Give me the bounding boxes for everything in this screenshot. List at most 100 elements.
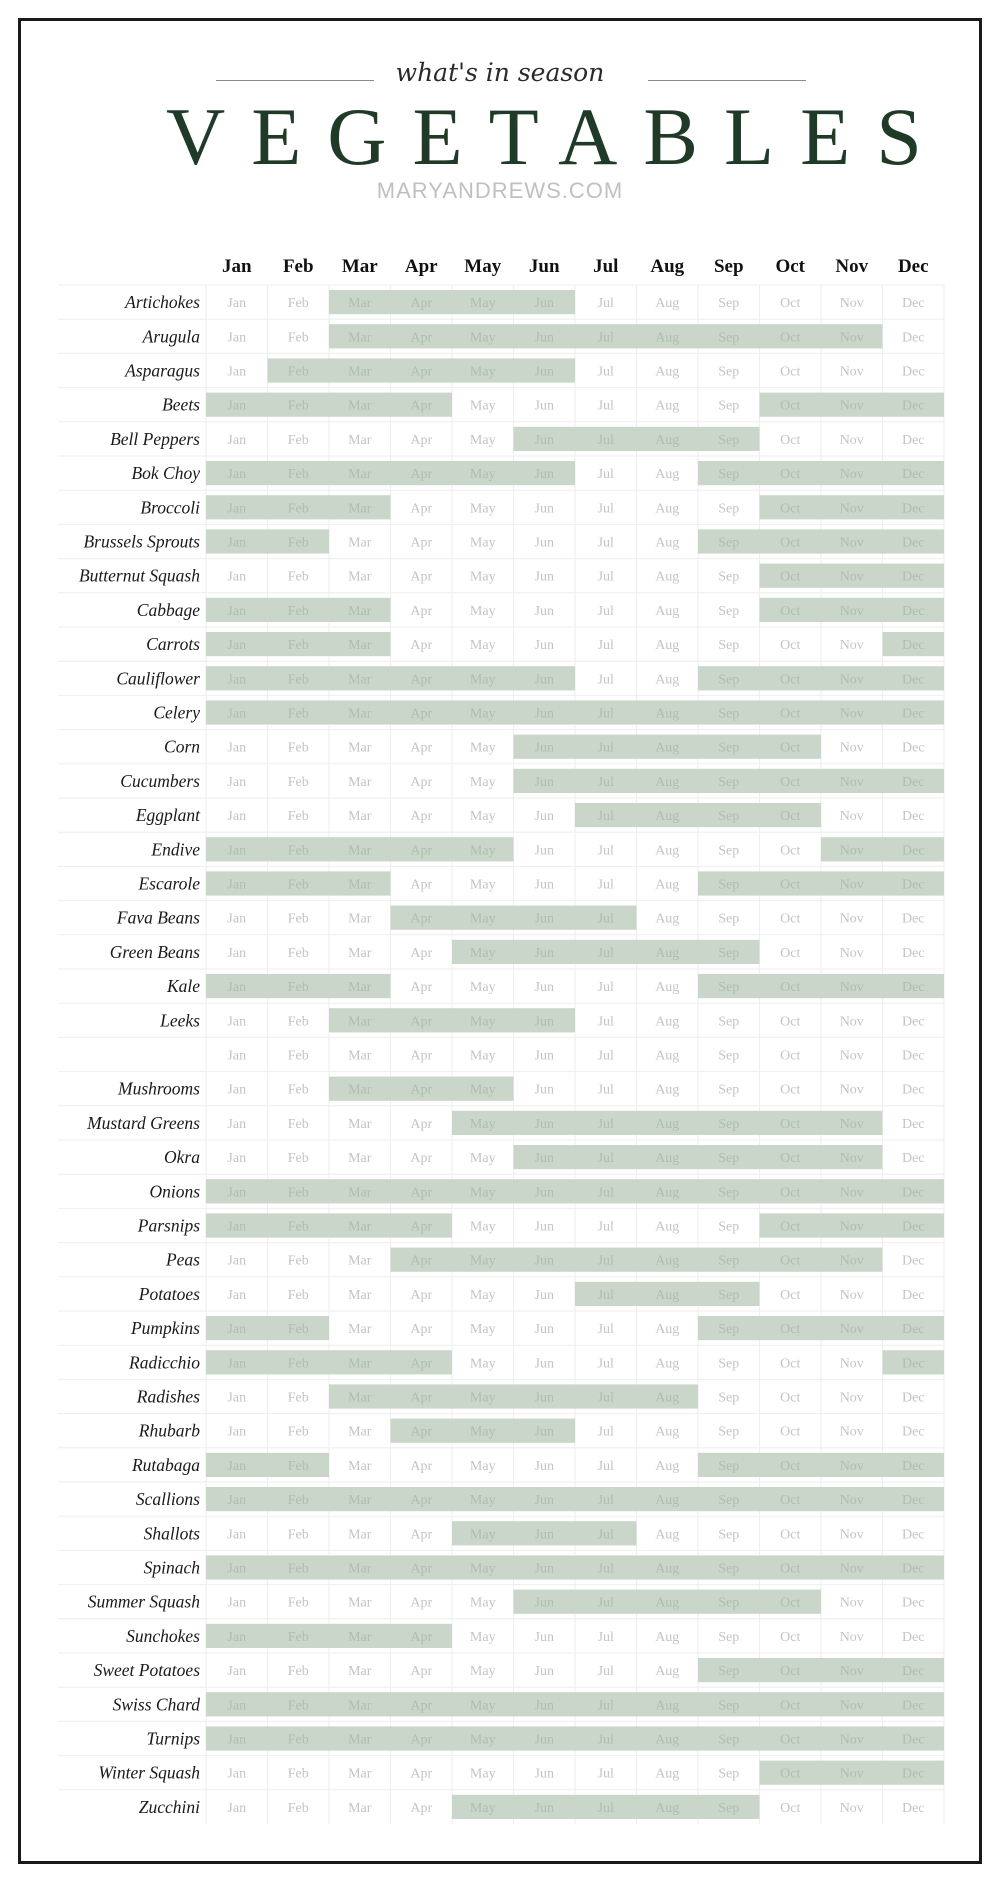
month-cell-label: Sep [718,878,739,893]
month-cell-label: May [470,638,496,653]
month-cell-label: Aug [655,1014,679,1029]
month-cell-label: Jun [535,1527,554,1542]
season-bar [206,1316,329,1341]
month-cell-label: Jul [598,1698,614,1713]
month-cell-label: Sep [718,672,739,687]
month-cell-label: Aug [655,1733,679,1748]
month-cell-label: Jun [535,1630,554,1645]
vegetable-label: Leeks [159,1010,200,1030]
month-cell-label: Nov [840,1459,864,1474]
vegetable-label: Sweet Potatoes [94,1660,201,1680]
season-bar [206,837,514,862]
month-header-jul: Jul [593,256,618,277]
month-cell-label: Sep [718,1220,739,1235]
month-cell-label: Mar [348,1733,372,1748]
month-cell-label: Mar [348,912,372,927]
month-cell-label: Apr [410,741,432,756]
vegetable-label: Cabbage [137,600,200,620]
month-cell-label: Jul [598,1527,614,1542]
month-cell-label: Jul [598,1049,614,1064]
month-cell-label: Feb [288,775,309,790]
month-cell-label: May [470,1767,496,1782]
month-cell-label: Dec [902,1493,925,1508]
month-cell-label: Mar [348,1801,372,1816]
month-cell-label: Jan [227,467,246,482]
month-cell-label: Dec [902,467,925,482]
season-bar [575,1281,760,1306]
month-cell-label: May [470,843,496,858]
month-cell-label: Jan [227,1733,246,1748]
month-cell-label: Feb [288,570,309,585]
month-cell-label: Nov [840,1767,864,1782]
month-cell-label: Feb [288,878,309,893]
month-cell-label: Feb [288,1254,309,1269]
month-cell-label: Jul [598,672,614,687]
month-cell-label: Apr [410,467,432,482]
month-cell-label: Apr [410,433,432,448]
month-cell-label: Apr [410,1014,432,1029]
month-cell-label: Jan [227,878,246,893]
month-cell-label: Dec [902,1288,925,1303]
month-cell-label: Mar [348,809,372,824]
month-cell-label: Oct [780,741,800,756]
month-cell-label: Jun [535,1049,554,1064]
month-cell-label: Mar [348,1527,372,1542]
month-cell-label: May [470,570,496,585]
month-cell-label: Mar [348,1254,372,1269]
month-cell-label: Jan [227,296,246,311]
month-cell-label: Dec [902,878,925,893]
month-cell-label: Jan [227,1698,246,1713]
month-cell-label: Jan [227,1801,246,1816]
month-cell-label: Aug [655,365,679,380]
month-cell-label: Oct [780,980,800,995]
month-cell-label: Nov [840,1391,864,1406]
month-cell-label: Jul [598,296,614,311]
month-cell-label: Sep [718,1322,739,1337]
month-cell-label: Aug [655,604,679,619]
month-cell-label: Nov [840,809,864,824]
month-cell-label: Aug [655,638,679,653]
month-cell-label: Jan [227,501,246,516]
month-cell-label: Jun [535,775,554,790]
month-cell-label: Sep [718,1356,739,1371]
month-cell-label: Jun [535,1801,554,1816]
month-cell-label: Dec [902,399,925,414]
month-cell-label: Aug [655,1151,679,1166]
month-cell-label: Feb [288,467,309,482]
month-cell-label: Sep [718,741,739,756]
season-bar [759,1213,944,1238]
month-cell-label: Nov [840,980,864,995]
month-cell-label: Aug [655,809,679,824]
month-cell-label: Aug [655,775,679,790]
month-cell-label: Sep [718,1083,739,1098]
month-cell-label: May [470,1117,496,1132]
month-cell-label: Jan [227,1014,246,1029]
month-cell-label: Aug [655,1083,679,1098]
month-cell-label: Mar [348,399,372,414]
month-cell-label: Sep [718,1664,739,1679]
month-cell-label: Oct [780,467,800,482]
month-cell-label: Jan [227,1391,246,1406]
month-cell-label: Sep [718,604,739,619]
month-cell-label: Jul [598,1254,614,1269]
vegetable-label: Bok Choy [131,463,200,483]
season-bar [206,1452,329,1477]
month-cell-label: Nov [840,1014,864,1029]
season-bar [821,837,944,862]
month-cell-label: Jun [535,912,554,927]
month-cell-label: Jul [598,1220,614,1235]
month-cell-label: Jan [227,843,246,858]
month-cell-label: Jun [535,1220,554,1235]
month-cell-label: Jun [535,296,554,311]
month-cell-label: Dec [902,1254,925,1269]
month-cell-label: Sep [718,638,739,653]
month-cell-label: Jan [227,433,246,448]
month-cell-label: Jan [227,1254,246,1269]
month-cell-label: Feb [288,330,309,345]
month-cell-label: Dec [902,1664,925,1679]
month-cell-label: Jul [598,1733,614,1748]
month-cell-label: Nov [840,1425,864,1440]
month-cell-label: Apr [410,1083,432,1098]
month-cell-label: Aug [655,1356,679,1371]
month-cell-label: Apr [410,1630,432,1645]
